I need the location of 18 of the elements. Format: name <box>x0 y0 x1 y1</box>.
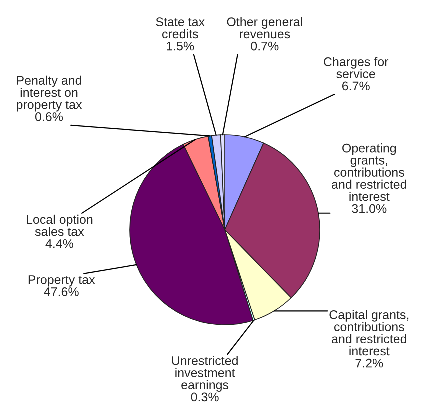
slice-label: State tax credits <box>156 18 205 39</box>
data-label: 0.3% <box>191 392 219 402</box>
slice-label: Capital grants, contributions and restricted interest <box>330 310 409 356</box>
data-label: 1.5% <box>167 42 194 51</box>
data-label: 0.6% <box>35 112 64 122</box>
data-label: 6.7% <box>342 82 370 91</box>
data-label: 0.7% <box>251 42 279 51</box>
slice-label: Local option sales tax <box>27 214 93 236</box>
data-label: 7.2% <box>356 358 384 368</box>
slice-label: Property tax <box>28 276 96 287</box>
slice-label: Unrestricted investment earnings <box>172 356 238 392</box>
slice-label: Penalty and interest on property tax <box>17 76 82 112</box>
slice-label: Operating grants, contributions and restricted interest <box>332 144 406 202</box>
slice-label: Charges for service <box>324 57 389 79</box>
data-label: 31.0% <box>352 204 387 214</box>
data-label: 47.6% <box>44 288 79 296</box>
data-label: 4.4% <box>46 240 74 248</box>
slice-label: Other general revenues <box>227 17 302 39</box>
